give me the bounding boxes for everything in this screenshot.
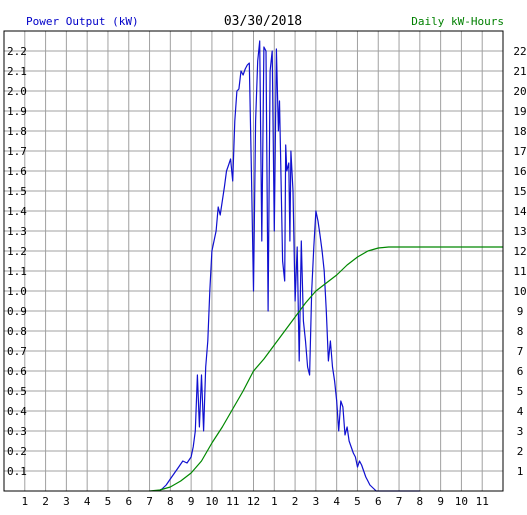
y-left-tick-label: 1.6 — [7, 165, 27, 178]
y-left-tick-label: 0.3 — [7, 425, 27, 438]
y-left-tick-label: 2.2 — [7, 45, 27, 58]
y-left-tick-label: 1.2 — [7, 245, 27, 258]
y-right-tick-label: 22 — [513, 45, 526, 58]
y-left-tick-label: 0.4 — [7, 405, 27, 418]
y-left-tick-label: 2.1 — [7, 65, 27, 78]
y-right-tick-label: 10 — [513, 285, 526, 298]
y-left-tick-label: 0.6 — [7, 365, 27, 378]
y-left-tick-label: 2.0 — [7, 85, 27, 98]
y-right-tick-label: 9 — [517, 305, 524, 318]
x-tick-label: 12 — [247, 495, 260, 508]
x-tick-label: 5 — [105, 495, 112, 508]
left-axis-title: Power Output (kW) — [26, 15, 139, 28]
y-right-tick-label: 15 — [513, 185, 526, 198]
y-left-tick-label: 1.1 — [7, 265, 27, 278]
y-right-tick-label: 18 — [513, 125, 526, 138]
y-left-tick-label: 0.8 — [7, 325, 27, 338]
y-right-tick-label: 7 — [517, 345, 524, 358]
y-right-tick-label: 13 — [513, 225, 526, 238]
y-left-tick-label: 1.5 — [7, 185, 27, 198]
y-right-tick-label: 12 — [513, 245, 526, 258]
x-tick-label: 2 — [292, 495, 299, 508]
y-left-tick-label: 0.1 — [7, 465, 27, 478]
y-right-tick-label: 19 — [513, 105, 526, 118]
y-right-tick-label: 11 — [513, 265, 526, 278]
y-right-tick-label: 3 — [517, 425, 524, 438]
y-left-tick-label: 1.8 — [7, 125, 27, 138]
y-left-tick-label: 1.9 — [7, 105, 27, 118]
y-right-tick-label: 20 — [513, 85, 526, 98]
y-left-tick-label: 0.7 — [7, 345, 27, 358]
x-tick-label: 1 — [21, 495, 28, 508]
y-right-tick-label: 5 — [517, 385, 524, 398]
y-right-tick-label: 1 — [517, 465, 524, 478]
x-tick-label: 9 — [437, 495, 444, 508]
y-right-tick-label: 2 — [517, 445, 524, 458]
x-tick-label: 8 — [417, 495, 424, 508]
x-tick-label: 11 — [476, 495, 489, 508]
y-left-tick-label: 1.4 — [7, 205, 27, 218]
y-left-tick-label: 1.0 — [7, 285, 27, 298]
y-right-tick-label: 16 — [513, 165, 526, 178]
x-tick-label: 1 — [271, 495, 278, 508]
plot-frame — [3, 30, 504, 492]
x-tick-label: 4 — [333, 495, 340, 508]
y-right-tick-label: 4 — [517, 405, 524, 418]
x-tick-label: 11 — [226, 495, 239, 508]
x-tick-label: 9 — [188, 495, 195, 508]
y-left-tick-label: 0.5 — [7, 385, 27, 398]
chart-date: 03/30/2018 — [224, 14, 302, 29]
daily-kwh-line — [149, 246, 503, 492]
right-axis-title: Daily kW-Hours — [411, 15, 504, 28]
x-tick-label: 4 — [84, 495, 91, 508]
y-left-tick-label: 1.3 — [7, 225, 27, 238]
y-right-tick-label: 17 — [513, 145, 526, 158]
x-tick-label: 3 — [63, 495, 70, 508]
y-left-tick-label: 1.7 — [7, 145, 27, 158]
x-tick-label: 10 — [455, 495, 468, 508]
y-right-tick-label: 21 — [513, 65, 526, 78]
x-tick-label: 8 — [167, 495, 174, 508]
x-tick-label: 10 — [205, 495, 218, 508]
y-right-tick-label: 14 — [513, 205, 527, 218]
x-tick-label: 3 — [313, 495, 320, 508]
ticks: 1 2 3 4 5 6 7 8 9 10 11 12 1 2 3 4 5 6 7 8 9 10 110.1 10.2 20.3 3… — [7, 45, 527, 508]
x-tick-label: 7 — [146, 495, 153, 508]
x-tick-label: 7 — [396, 495, 403, 508]
y-right-tick-label: 8 — [517, 325, 524, 338]
power-output-line — [157, 40, 420, 492]
x-tick-label: 5 — [354, 495, 361, 508]
x-tick-label: 6 — [125, 495, 132, 508]
y-left-tick-label: 0.2 — [7, 445, 27, 458]
y-right-tick-label: 6 — [517, 365, 524, 378]
x-tick-label: 6 — [375, 495, 382, 508]
x-tick-label: 2 — [42, 495, 49, 508]
y-left-tick-label: 0.9 — [7, 305, 27, 318]
series — [149, 40, 503, 492]
